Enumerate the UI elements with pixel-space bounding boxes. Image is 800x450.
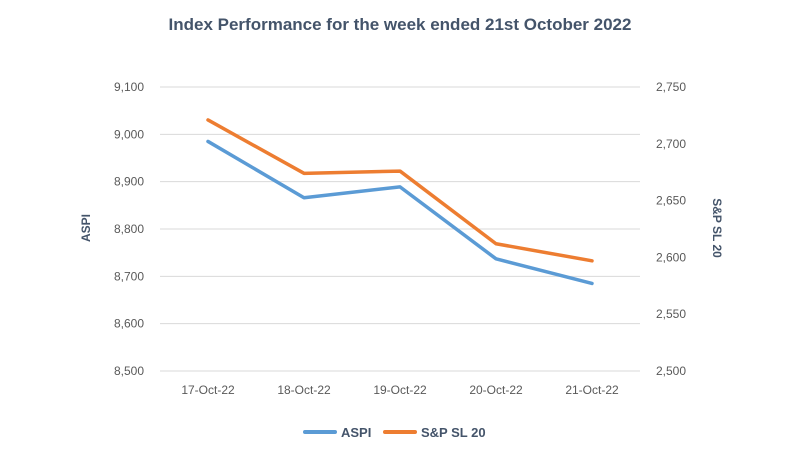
x-tick-label: 21-Oct-22 — [565, 383, 619, 397]
right-tick-label: 2,600 — [656, 250, 686, 264]
right-tick-label: 2,550 — [656, 307, 686, 321]
left-tick-label: 9,100 — [114, 80, 144, 94]
right-tick-label: 2,650 — [656, 194, 686, 208]
right-axis-title: S&P SL 20 — [710, 198, 724, 258]
left-axis-ticks: 8,500 8,600 8,700 8,800 8,900 9,000 9,100 — [114, 80, 144, 378]
legend-label-sp-sl20: S&P SL 20 — [421, 425, 486, 440]
chart-title: Index Performance for the week ended 21s… — [169, 15, 632, 34]
right-axis-ticks: 2,500 2,550 2,600 2,650 2,700 2,750 — [656, 80, 686, 378]
left-tick-label: 8,700 — [114, 269, 144, 283]
legend: ASPI S&P SL 20 — [303, 425, 486, 440]
left-axis-title: ASPI — [79, 214, 93, 242]
right-tick-label: 2,500 — [656, 364, 686, 378]
x-axis-ticks: 17-Oct-22 18-Oct-22 19-Oct-22 20-Oct-22 21-O… — [181, 383, 619, 397]
left-tick-label: 8,600 — [114, 317, 144, 331]
right-tick-label: 2,750 — [656, 80, 686, 94]
left-tick-label: 8,900 — [114, 175, 144, 189]
left-tick-label: 9,000 — [114, 127, 144, 141]
x-tick-label: 20-Oct-22 — [469, 383, 523, 397]
series-lines — [206, 118, 594, 286]
x-tick-label: 19-Oct-22 — [373, 383, 427, 397]
series-line-s-p-sl-20 — [206, 118, 594, 263]
x-tick-label: 18-Oct-22 — [277, 383, 331, 397]
legend-label-aspi: ASPI — [341, 425, 371, 440]
gridlines — [160, 86, 640, 372]
series-line-aspi — [206, 139, 594, 286]
x-tick-label: 17-Oct-22 — [181, 383, 235, 397]
right-tick-label: 2,700 — [656, 137, 686, 151]
left-tick-label: 8,800 — [114, 222, 144, 236]
left-tick-label: 8,500 — [114, 364, 144, 378]
